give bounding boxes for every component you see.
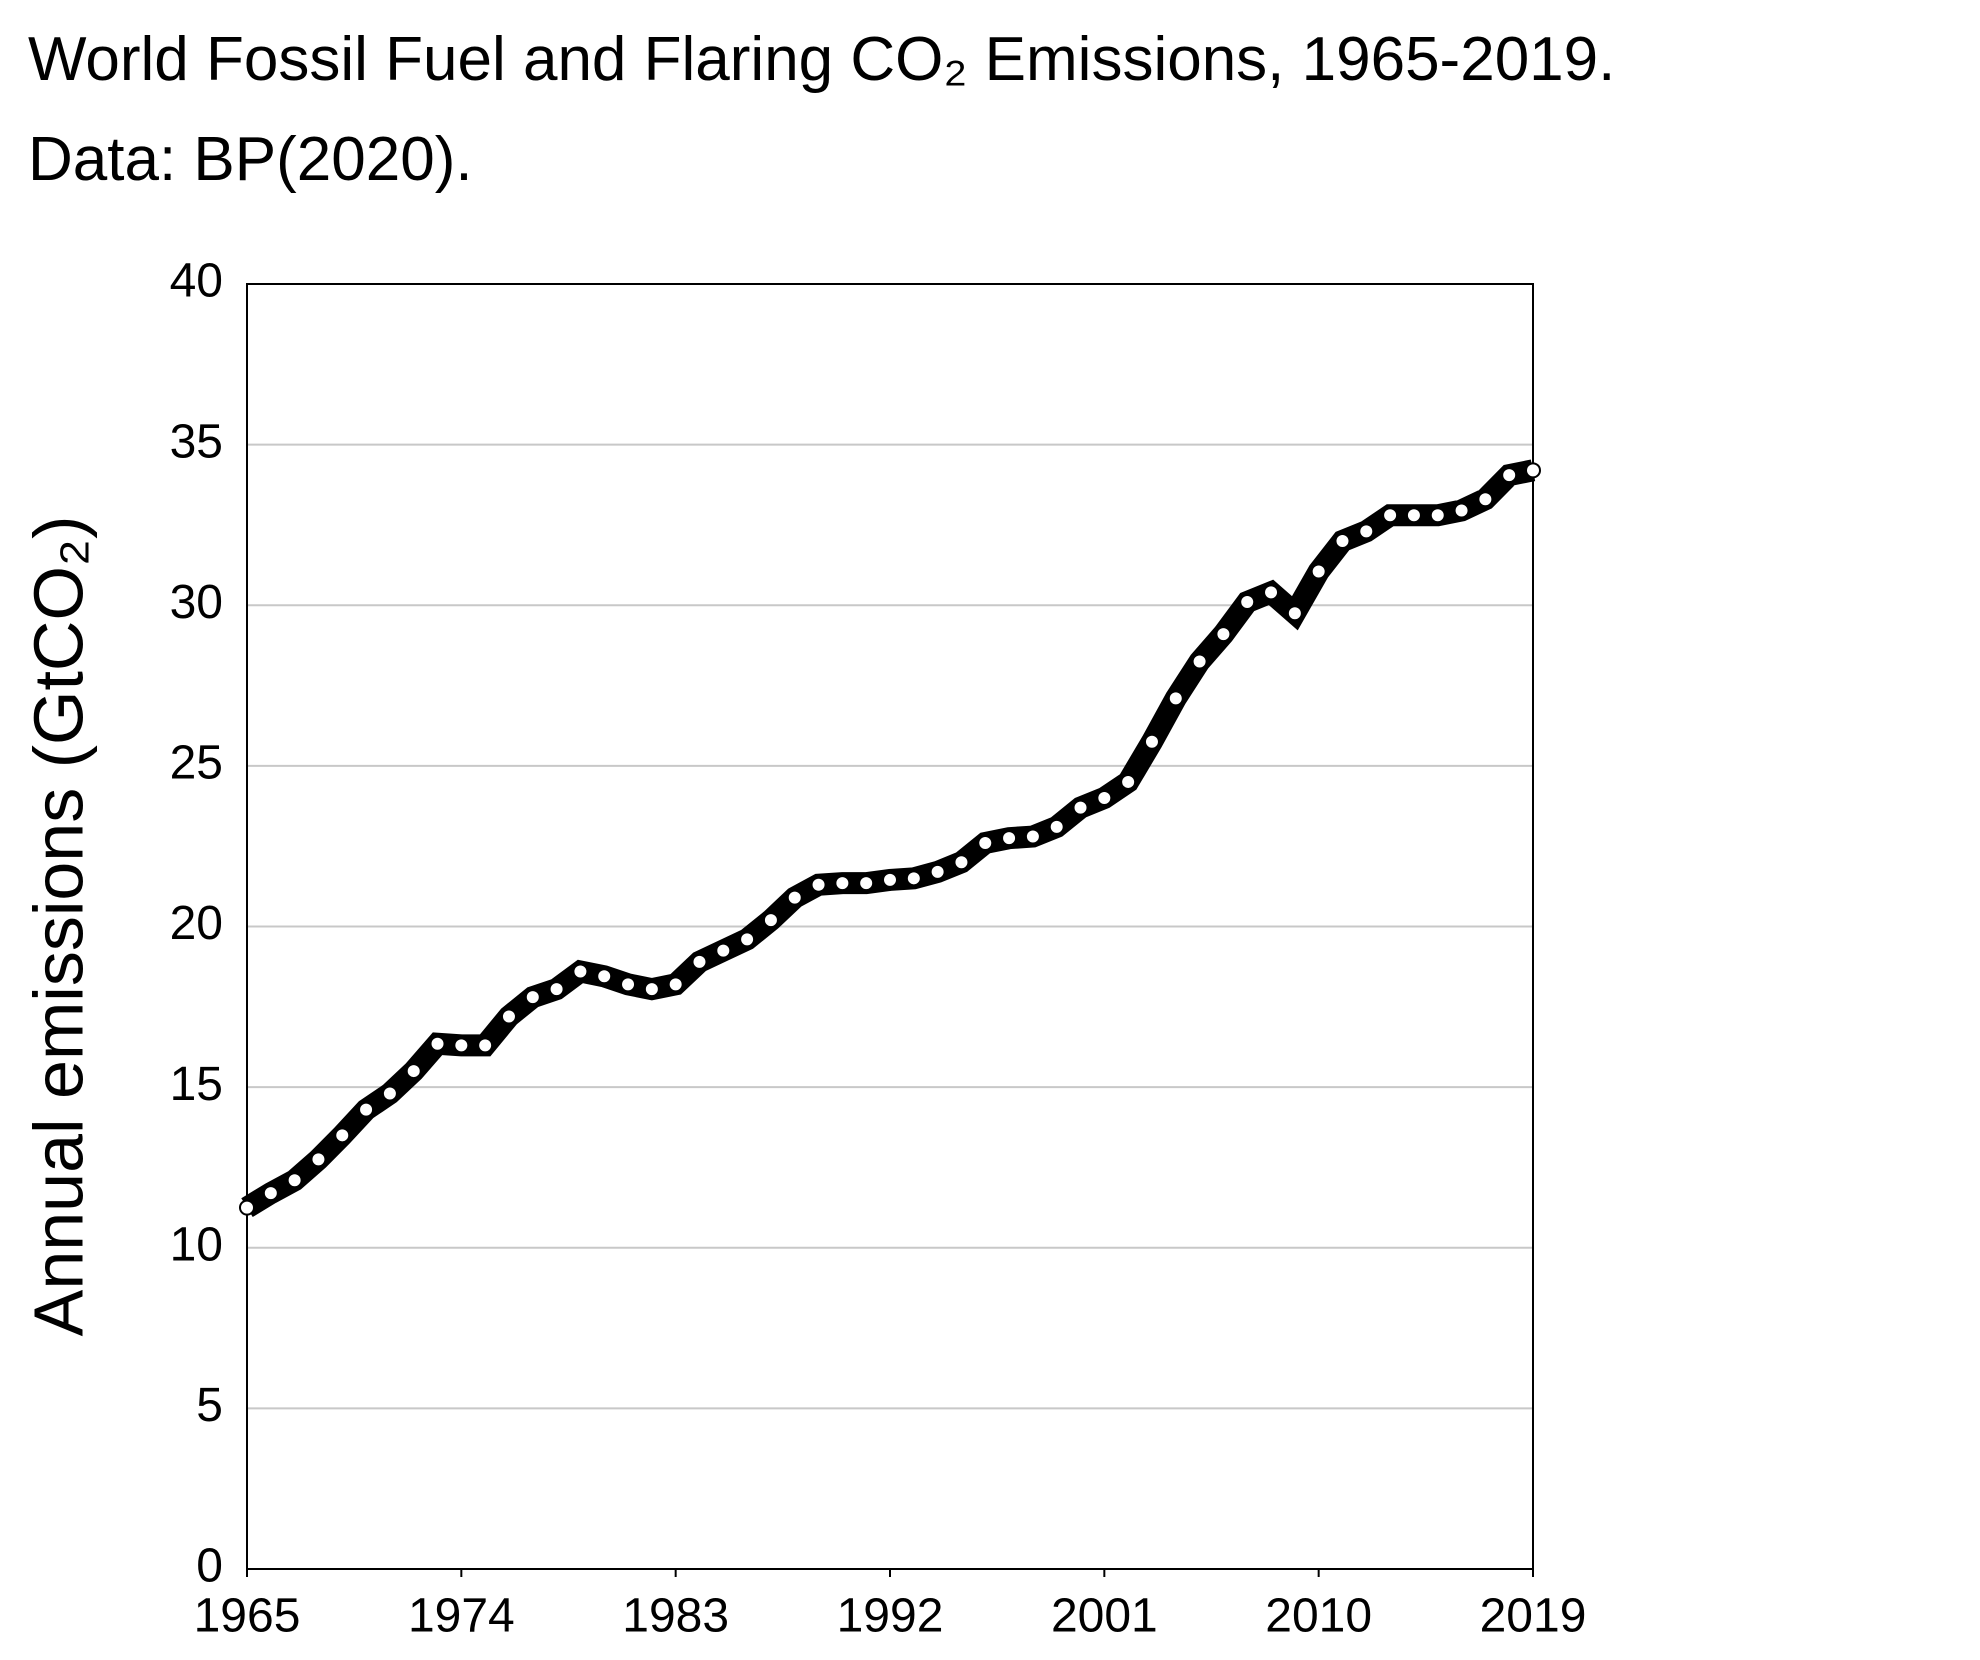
data-point [358, 1101, 375, 1118]
data-point [905, 870, 922, 887]
x-tick-label: 2001 [1051, 1590, 1158, 1643]
data-point [1334, 533, 1351, 549]
data-point [1072, 799, 1089, 816]
data-point [667, 976, 684, 993]
x-tick-label: 1965 [194, 1590, 301, 1643]
data-point [1310, 563, 1327, 580]
plot-frame [246, 283, 1534, 1570]
data-point [953, 854, 970, 871]
x-tick-label: 1983 [622, 1590, 729, 1643]
x-tick-label: 1992 [837, 1590, 944, 1643]
data-point [1525, 462, 1541, 479]
data-point [1477, 491, 1494, 508]
data-point [1453, 502, 1470, 519]
data-point [477, 1037, 494, 1054]
data-point [572, 963, 589, 980]
data-point [1358, 523, 1375, 540]
data-point [405, 1063, 422, 1080]
data-point [977, 834, 994, 851]
data-point [715, 942, 732, 959]
data-point [1191, 653, 1208, 670]
data-point [596, 968, 613, 985]
x-tick-label: 2010 [1265, 1590, 1372, 1643]
data-point [882, 871, 898, 888]
data-point [1120, 773, 1137, 790]
data-point [334, 1127, 351, 1144]
data-point [1167, 690, 1184, 707]
data-point [1143, 733, 1160, 750]
y-tick-label: 40 [170, 255, 223, 308]
data-point [381, 1085, 398, 1102]
data-point [1024, 828, 1041, 845]
y-tick-label: 5 [196, 1379, 223, 1432]
data-point [1429, 507, 1446, 524]
data-point [262, 1185, 279, 1202]
data-point [1048, 818, 1065, 835]
y-tick-label: 15 [170, 1058, 223, 1111]
data-point [524, 989, 541, 1006]
y-tick-label: 10 [170, 1218, 223, 1271]
data-point [1001, 830, 1018, 847]
y-tick-label: 25 [170, 737, 223, 790]
x-tick-label: 1974 [408, 1590, 515, 1643]
x-tick-label: 2019 [1480, 1590, 1587, 1643]
data-point [1215, 626, 1232, 643]
y-tick-label: 0 [196, 1540, 223, 1593]
data-point [1405, 507, 1422, 524]
y-axis-label: Annual emissions (GtCO₂) [19, 516, 97, 1337]
data-point [762, 912, 779, 929]
data-point [691, 953, 708, 970]
data-point [429, 1035, 446, 1052]
data-point [548, 981, 565, 998]
data-point [643, 981, 660, 998]
data-point [929, 863, 946, 880]
data-point [1501, 467, 1518, 484]
data-point [286, 1172, 303, 1189]
series-line [241, 459, 1536, 1217]
chart-title: World Fossil Fuel and Flaring CO₂ Emissi… [28, 25, 1615, 94]
data-point [239, 1199, 255, 1216]
y-tick-label: 20 [170, 897, 223, 950]
data-point [310, 1151, 327, 1168]
data-point [1263, 584, 1280, 601]
data-point [1239, 594, 1256, 611]
y-tick-label: 30 [170, 576, 223, 629]
data-point [453, 1037, 470, 1054]
data-point [620, 976, 637, 993]
data-point [834, 875, 851, 892]
y-tick-label: 35 [170, 415, 223, 468]
data-point [500, 1008, 517, 1025]
data-point [858, 875, 875, 892]
data-point [1096, 790, 1113, 806]
data-point [810, 876, 827, 893]
chart-title: Data: BP(2020). [28, 125, 473, 194]
data-point [739, 931, 756, 948]
data-point [1382, 507, 1399, 524]
data-point [786, 889, 803, 906]
data-point [1286, 605, 1303, 622]
